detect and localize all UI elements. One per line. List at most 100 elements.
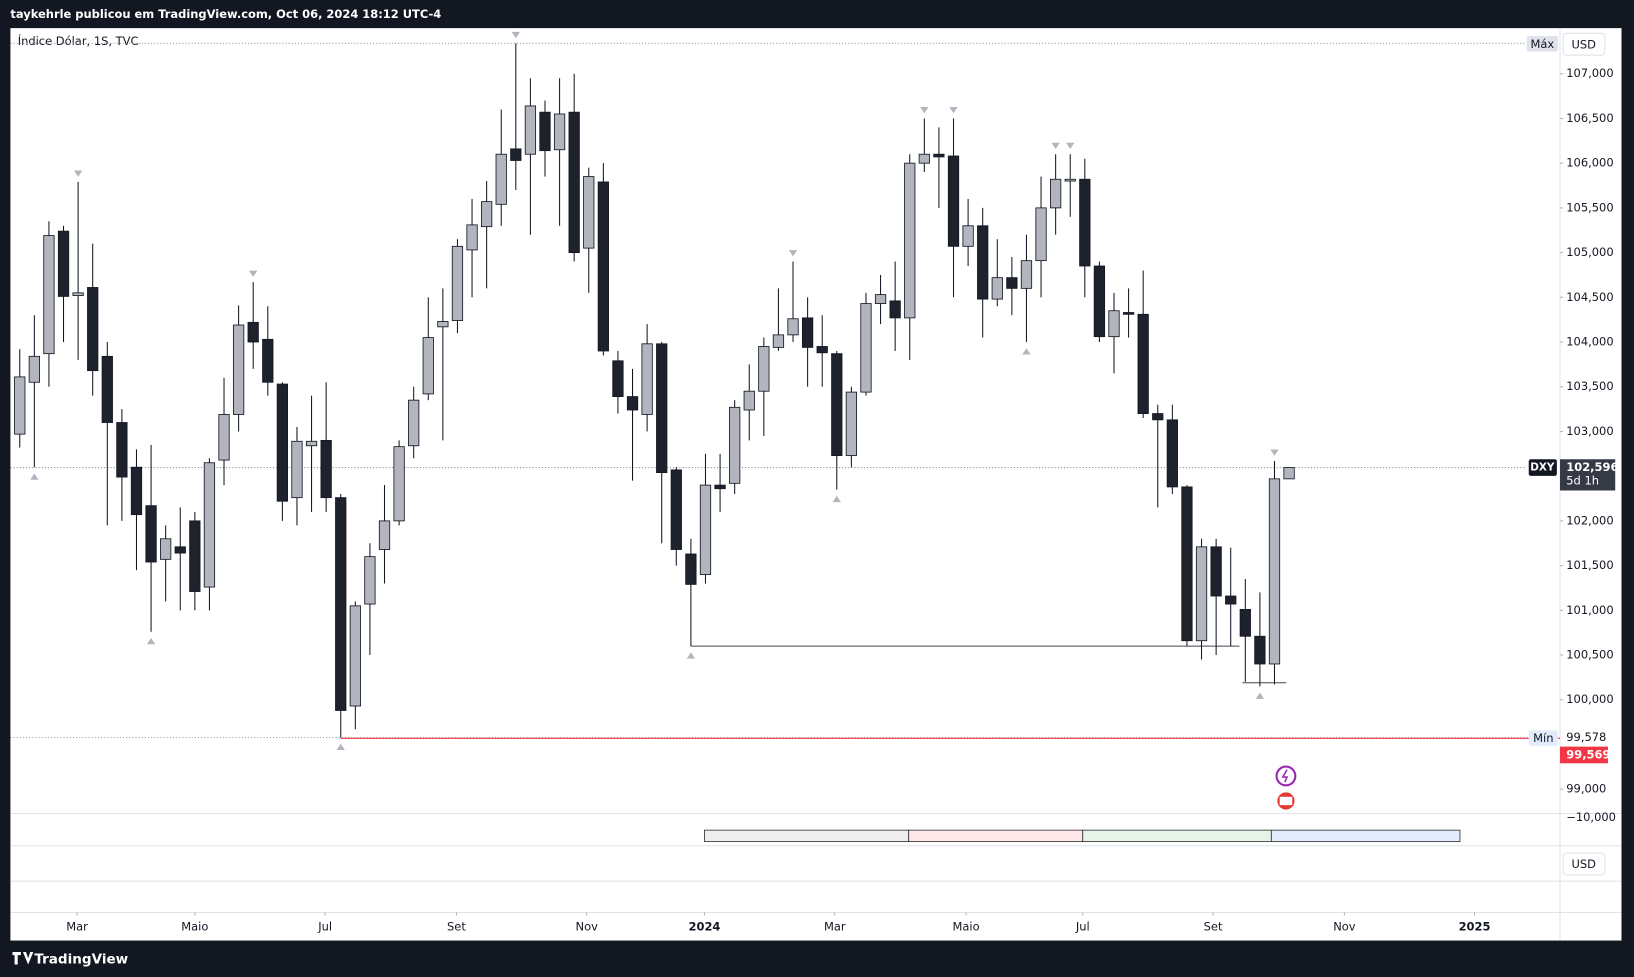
- candle: [787, 261, 799, 343]
- candle-body: [174, 546, 186, 554]
- currency-button[interactable]: [1562, 32, 1606, 56]
- footer-brand: TradingView: [34, 951, 128, 967]
- candle: [845, 386, 858, 468]
- y-tick-label: 106,000: [1566, 156, 1613, 170]
- candle: [1166, 404, 1178, 495]
- lower-currency[interactable]: USD: [1571, 857, 1596, 871]
- candle: [1239, 579, 1251, 682]
- candle: [320, 382, 332, 512]
- candle: [451, 239, 464, 334]
- candle-body: [845, 391, 858, 457]
- candle: [1137, 270, 1149, 419]
- candle: [1225, 547, 1237, 647]
- candle-body: [14, 376, 26, 435]
- y-tick-label: 103,500: [1566, 379, 1613, 393]
- candle: [1283, 467, 1295, 480]
- candle-body: [408, 399, 420, 447]
- candle-body: [87, 287, 99, 372]
- x-tick-label: Set: [447, 920, 466, 934]
- pivot-high: [1270, 449, 1279, 456]
- pivot-high: [949, 106, 958, 114]
- currency[interactable]: USD: [1571, 37, 1596, 51]
- candle-body: [874, 294, 887, 304]
- candle-body: [422, 337, 434, 395]
- flag-icon: [1279, 796, 1293, 806]
- pivot-high: [511, 31, 520, 39]
- candle-body: [947, 155, 960, 247]
- candle-body: [349, 605, 361, 707]
- pivot-low: [686, 652, 696, 659]
- candle-body: [524, 105, 537, 155]
- candle: [1108, 292, 1120, 374]
- candle: [714, 453, 726, 512]
- y-tick-label: 101,500: [1566, 558, 1613, 572]
- candle: [699, 453, 712, 584]
- candle: [904, 154, 916, 360]
- candle-body: [335, 497, 347, 711]
- candle: [1210, 538, 1222, 656]
- candle-body: [218, 414, 230, 461]
- candle-body: [860, 303, 872, 393]
- candle: [1079, 158, 1091, 298]
- session-segment: [908, 829, 1084, 843]
- candle: [772, 288, 785, 351]
- y-tick-label: 102,000: [1566, 513, 1613, 527]
- last-price-label: 102,596: [1566, 460, 1618, 474]
- candle: [218, 377, 230, 486]
- candle: [364, 543, 376, 656]
- candle-body: [160, 538, 172, 560]
- candle: [1035, 176, 1047, 298]
- candle-body: [130, 466, 143, 516]
- candle-body: [816, 346, 828, 354]
- candle-body: [539, 111, 551, 152]
- header: taykehrle publicou em TradingView.com, O…: [10, 7, 441, 21]
- candle: [1006, 257, 1018, 316]
- candle-body: [977, 225, 989, 300]
- x-tick-label: Set: [1204, 920, 1223, 934]
- candle-body: [1268, 478, 1281, 665]
- y-tick-label: 107,000: [1566, 66, 1613, 80]
- chart-title: Índice Dólar, 1S, TVC: [18, 33, 139, 48]
- candle-body: [553, 113, 566, 151]
- candle: [145, 444, 157, 632]
- pivot-low: [336, 743, 345, 750]
- pivot-low: [146, 638, 156, 645]
- last-price-badge: [1560, 459, 1616, 491]
- candle: [933, 127, 945, 208]
- candle: [72, 181, 84, 360]
- candle-body: [1283, 467, 1295, 480]
- candle-body: [43, 235, 55, 355]
- candle: [1181, 485, 1193, 647]
- candle-body: [291, 440, 303, 499]
- candle: [743, 364, 755, 441]
- candle: [729, 400, 741, 495]
- candle: [626, 368, 639, 481]
- candle-body: [451, 245, 464, 321]
- candle: [262, 306, 274, 396]
- alert-price-label: 99,569: [1566, 747, 1610, 761]
- session-segment: [1270, 829, 1461, 843]
- candle: [466, 198, 478, 298]
- lower-tick-label: −10,000: [1566, 810, 1616, 824]
- pivot-low: [832, 495, 841, 503]
- event-icon[interactable]: [1275, 765, 1297, 787]
- currency-button[interactable]: [1562, 852, 1606, 876]
- symbol-badge: [1528, 459, 1557, 476]
- x-tick-label: 2024: [689, 920, 721, 934]
- candle: [495, 109, 507, 226]
- candle: [203, 458, 216, 611]
- candle-body: [787, 318, 799, 336]
- x-tick-label: Nov: [1333, 920, 1356, 934]
- candle-body: [729, 406, 741, 484]
- session-segment: [1082, 829, 1272, 843]
- candle-body: [641, 343, 653, 415]
- candle: [962, 198, 974, 267]
- candle: [685, 538, 697, 647]
- candle-body: [232, 324, 245, 415]
- pivot-low: [30, 473, 39, 480]
- candle-body: [1166, 419, 1178, 488]
- candle: [568, 73, 580, 262]
- candle-body: [305, 440, 318, 447]
- x-tick-label: Maio: [181, 920, 208, 934]
- min-badge: [1528, 730, 1558, 746]
